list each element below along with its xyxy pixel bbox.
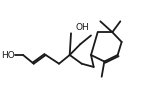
Text: OH: OH <box>75 23 89 32</box>
Text: HO: HO <box>1 50 15 60</box>
